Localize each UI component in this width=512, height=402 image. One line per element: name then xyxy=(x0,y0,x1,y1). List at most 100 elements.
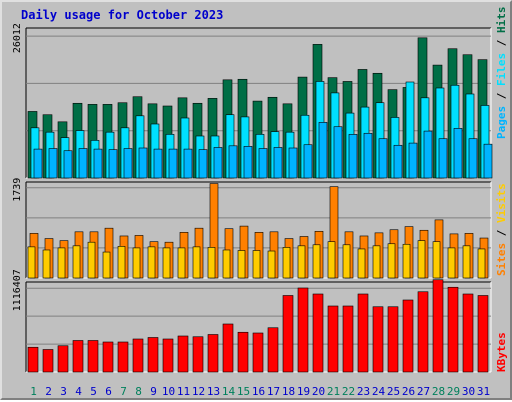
kbytes-bar xyxy=(72,340,84,373)
pages-bar xyxy=(273,147,283,179)
pages-bar xyxy=(228,145,238,179)
kbytes-bar xyxy=(252,332,264,373)
pages-bar xyxy=(153,148,163,179)
day-label: 4 xyxy=(75,385,82,398)
y-max-label: 26012 xyxy=(12,23,23,53)
pages-bar xyxy=(363,132,373,179)
visits-bar xyxy=(402,243,411,279)
kbytes-bar xyxy=(357,293,369,373)
visits-bar xyxy=(327,241,336,279)
day-label: 9 xyxy=(150,385,157,398)
kbytes-bar xyxy=(147,337,159,373)
day-label: 3 xyxy=(60,385,67,398)
kbytes-bar xyxy=(222,323,234,373)
visits-bar xyxy=(357,248,366,279)
kbytes-bar xyxy=(327,305,339,373)
visits-bar xyxy=(462,245,471,279)
visits-bar xyxy=(372,245,381,279)
day-label: 30 xyxy=(462,385,475,398)
kbytes-bar xyxy=(402,299,414,373)
pages-bar xyxy=(318,122,328,179)
kbytes-bar xyxy=(417,291,429,373)
day-label: 24 xyxy=(372,385,386,398)
day-label: 29 xyxy=(447,385,460,398)
legend-hits: Hits xyxy=(495,7,508,34)
day-label: 27 xyxy=(417,385,430,398)
visits-bar xyxy=(222,249,231,279)
kbytes-bar xyxy=(27,346,39,373)
day-label: 1 xyxy=(30,385,37,398)
pages-bar xyxy=(453,128,463,179)
visits-bar xyxy=(477,248,486,279)
pages-bar xyxy=(348,134,358,179)
kbytes-bar xyxy=(237,331,249,373)
pages-bar xyxy=(138,147,148,179)
pages-bar xyxy=(468,138,478,179)
day-label: 28 xyxy=(432,385,445,398)
pages-bar xyxy=(408,142,418,179)
chart-title: Daily usage for October 2023 xyxy=(21,8,224,22)
visits-bar xyxy=(162,247,171,279)
visits-bar xyxy=(147,246,156,279)
kbytes-bar xyxy=(372,306,384,373)
y-max-label: 1739 xyxy=(12,178,23,202)
day-label: 7 xyxy=(120,385,127,398)
kbytes-bar xyxy=(117,341,129,373)
pages-bar xyxy=(108,149,118,179)
pages-bar xyxy=(93,148,103,179)
kbytes-bar xyxy=(57,345,69,373)
kbytes-bar xyxy=(132,338,144,373)
visits-bar xyxy=(252,250,261,279)
day-label: 11 xyxy=(177,385,190,398)
pages-bar xyxy=(243,146,253,179)
day-label: 18 xyxy=(282,385,295,398)
visits-bar xyxy=(447,247,456,279)
visits-bar xyxy=(237,250,246,279)
visits-bar xyxy=(432,241,441,279)
legend-sites: Sites xyxy=(495,243,508,276)
kbytes-bar xyxy=(282,295,294,373)
visits-bar xyxy=(102,251,111,279)
visits-bar xyxy=(312,244,321,279)
day-label: 14 xyxy=(222,385,236,398)
visits-bar xyxy=(57,247,66,279)
kbytes-bar xyxy=(177,335,189,373)
day-label: 21 xyxy=(327,385,340,398)
pages-bar xyxy=(438,138,448,179)
legend-visits: Visits xyxy=(495,183,508,223)
visits-bar xyxy=(42,249,51,279)
pages-bar xyxy=(483,143,493,179)
day-label: 5 xyxy=(90,385,97,398)
pages-bar xyxy=(213,147,223,179)
legend: KBytes xyxy=(495,332,508,372)
day-label: 17 xyxy=(267,385,280,398)
day-label: 20 xyxy=(312,385,325,398)
pages-bar xyxy=(393,144,403,179)
legend-kbytes: KBytes xyxy=(495,332,508,372)
legend-sep: / xyxy=(495,223,508,243)
day-label: 26 xyxy=(402,385,415,398)
kbytes-bar xyxy=(192,336,204,373)
kbytes-bar xyxy=(342,305,354,373)
day-label: 12 xyxy=(192,385,205,398)
day-label: 10 xyxy=(162,385,175,398)
kbytes-bar xyxy=(432,279,444,373)
kbytes-bar xyxy=(312,293,324,373)
visits-bar xyxy=(192,246,201,279)
kbytes-bar xyxy=(462,293,474,373)
kbytes-bar xyxy=(267,327,279,373)
visits-bar xyxy=(282,247,291,279)
pages-bar xyxy=(303,144,313,179)
visits-bar xyxy=(387,243,396,279)
legend-files: Files xyxy=(495,53,508,86)
day-label: 19 xyxy=(297,385,310,398)
kbytes-bar xyxy=(102,341,114,373)
day-label: 15 xyxy=(237,385,250,398)
visits-bar xyxy=(72,245,81,279)
legend-pages: Pages xyxy=(495,106,508,139)
kbytes-bar xyxy=(477,295,489,373)
pages-bar xyxy=(33,148,43,179)
day-label: 23 xyxy=(357,385,370,398)
